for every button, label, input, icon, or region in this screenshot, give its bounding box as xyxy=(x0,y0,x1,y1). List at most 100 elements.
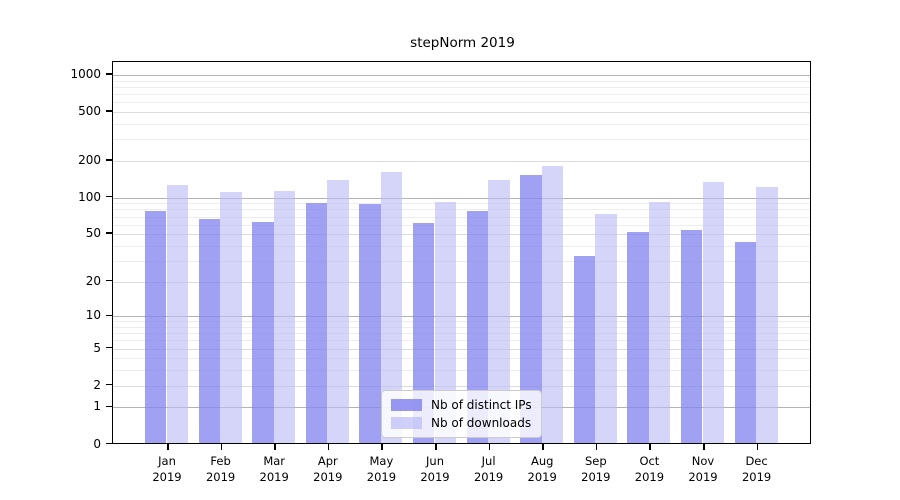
x-tick-mark-jul xyxy=(488,443,491,450)
gridline-9 xyxy=(113,321,810,323)
y-tick-label-20: 20 xyxy=(85,273,101,288)
gridline-20 xyxy=(113,281,810,283)
legend-item-distinct-ips: Nb of distinct IPs xyxy=(391,397,532,413)
x-tick-mark-oct xyxy=(649,443,651,450)
bar-downloads-oct[interactable] xyxy=(648,201,671,443)
bar-downloads-mar[interactable] xyxy=(273,190,296,443)
gridline-7 xyxy=(113,333,810,335)
x-tick-label-dec: Dec 2019 xyxy=(741,453,772,484)
plot-area xyxy=(112,61,811,444)
bar-downloads-aug[interactable] xyxy=(541,165,564,443)
gridline-300 xyxy=(113,139,810,141)
y-tick-mark-500 xyxy=(106,110,112,112)
bar-ips-oct[interactable] xyxy=(627,232,649,443)
bar-ips-mar[interactable] xyxy=(252,222,274,443)
x-tick-mark-aug xyxy=(542,443,544,450)
y-tick-mark-100 xyxy=(106,195,112,198)
bar-ips-nov[interactable] xyxy=(680,230,703,443)
y-tick-mark-50 xyxy=(106,232,112,234)
x-tick-label-nov: Nov 2019 xyxy=(688,453,718,484)
legend-label-ips: Nb of distinct IPs xyxy=(431,398,532,412)
x-tick-label-mar: Mar 2019 xyxy=(259,453,289,484)
y-tick-mark-5 xyxy=(106,346,112,349)
gridline-900 xyxy=(113,80,810,82)
gridline-30 xyxy=(113,260,810,262)
legend: Nb of distinct IPs Nb of downloads xyxy=(381,390,542,438)
downloads-swatch-icon xyxy=(391,417,422,429)
bar-downloads-sep[interactable] xyxy=(595,213,617,443)
bar-downloads-apr[interactable] xyxy=(327,179,349,443)
gridline-80 xyxy=(113,209,810,211)
chart-title: stepNorm 2019 xyxy=(410,35,515,51)
y-tick-mark-10 xyxy=(106,314,112,316)
gridline-70 xyxy=(113,216,810,218)
x-tick-label-apr: Apr 2019 xyxy=(313,453,343,484)
bar-ips-jun[interactable] xyxy=(412,222,435,443)
x-tick-mark-sep xyxy=(595,443,598,450)
gridline-200 xyxy=(113,160,810,162)
gridline-600 xyxy=(113,102,810,104)
x-tick-label-feb: Feb 2019 xyxy=(205,453,236,484)
x-tick-mark-nov xyxy=(703,443,705,450)
bar-ips-jul[interactable] xyxy=(466,210,489,443)
gridline-8 xyxy=(113,326,810,328)
bar-downloads-jul[interactable] xyxy=(488,179,510,443)
bar-downloads-jun[interactable] xyxy=(434,201,457,443)
y-tick-mark-2 xyxy=(106,383,112,386)
gridline-100 xyxy=(113,197,810,199)
legend-item-downloads: Nb of downloads xyxy=(391,415,532,431)
gridline-10 xyxy=(113,316,810,318)
bar-downloads-dec[interactable] xyxy=(756,186,778,443)
bar-ips-aug[interactable] xyxy=(520,174,542,443)
x-tick-label-may: May 2019 xyxy=(366,453,397,484)
y-tick-label-1: 1 xyxy=(93,399,101,414)
bar-ips-may[interactable] xyxy=(359,203,381,443)
y-tick-label-5: 5 xyxy=(93,340,101,355)
bar-ips-dec[interactable] xyxy=(734,242,757,443)
gridline-60 xyxy=(113,224,810,226)
gridline-500 xyxy=(113,112,810,114)
gridline-90 xyxy=(113,203,810,205)
y-tick-label-100: 100 xyxy=(78,189,101,204)
y-tick-label-50: 50 xyxy=(85,226,101,241)
gridline-5 xyxy=(113,348,810,350)
gridline-4 xyxy=(113,358,810,360)
x-tick-mark-dec xyxy=(756,443,759,450)
y-tick-mark-1000 xyxy=(106,73,112,75)
y-tick-label-0: 0 xyxy=(93,436,101,451)
x-tick-mark-apr xyxy=(327,443,330,450)
bar-ips-jan[interactable] xyxy=(144,210,167,443)
x-tick-label-jun: Jun 2019 xyxy=(420,453,450,484)
x-tick-mark-feb xyxy=(220,443,223,450)
y-tick-label-500: 500 xyxy=(78,104,101,119)
x-tick-mark-jan xyxy=(167,443,169,450)
gridline-1000 xyxy=(113,75,810,76)
legend-label-downloads: Nb of downloads xyxy=(431,416,532,430)
gridline-2 xyxy=(113,385,810,387)
bar-downloads-may[interactable] xyxy=(380,171,403,443)
bar-ips-feb[interactable] xyxy=(198,218,221,443)
bar-ips-apr[interactable] xyxy=(305,203,328,443)
bar-downloads-nov[interactable] xyxy=(702,181,725,443)
x-tick-mark-jun xyxy=(435,443,437,450)
bar-ips-sep[interactable] xyxy=(573,255,596,443)
x-tick-label-aug: Aug 2019 xyxy=(527,453,557,484)
y-tick-mark-20 xyxy=(106,279,112,282)
gridline-800 xyxy=(113,86,810,88)
x-tick-mark-may xyxy=(381,443,383,450)
gridline-6 xyxy=(113,340,810,342)
y-tick-label-10: 10 xyxy=(85,308,101,323)
y-tick-label-200: 200 xyxy=(78,152,101,167)
gridline-40 xyxy=(113,245,810,247)
bar-downloads-feb[interactable] xyxy=(220,191,242,443)
gridline-3 xyxy=(113,370,810,372)
x-tick-label-jul: Jul 2019 xyxy=(473,453,504,484)
x-tick-mark-mar xyxy=(274,443,276,450)
gridline-700 xyxy=(113,94,810,96)
y-tick-mark-1 xyxy=(106,405,112,408)
x-tick-label-oct: Oct 2019 xyxy=(634,453,665,484)
y-tick-label-2: 2 xyxy=(93,377,101,392)
bar-downloads-jan[interactable] xyxy=(166,184,189,443)
y-tick-mark-0 xyxy=(106,442,112,445)
